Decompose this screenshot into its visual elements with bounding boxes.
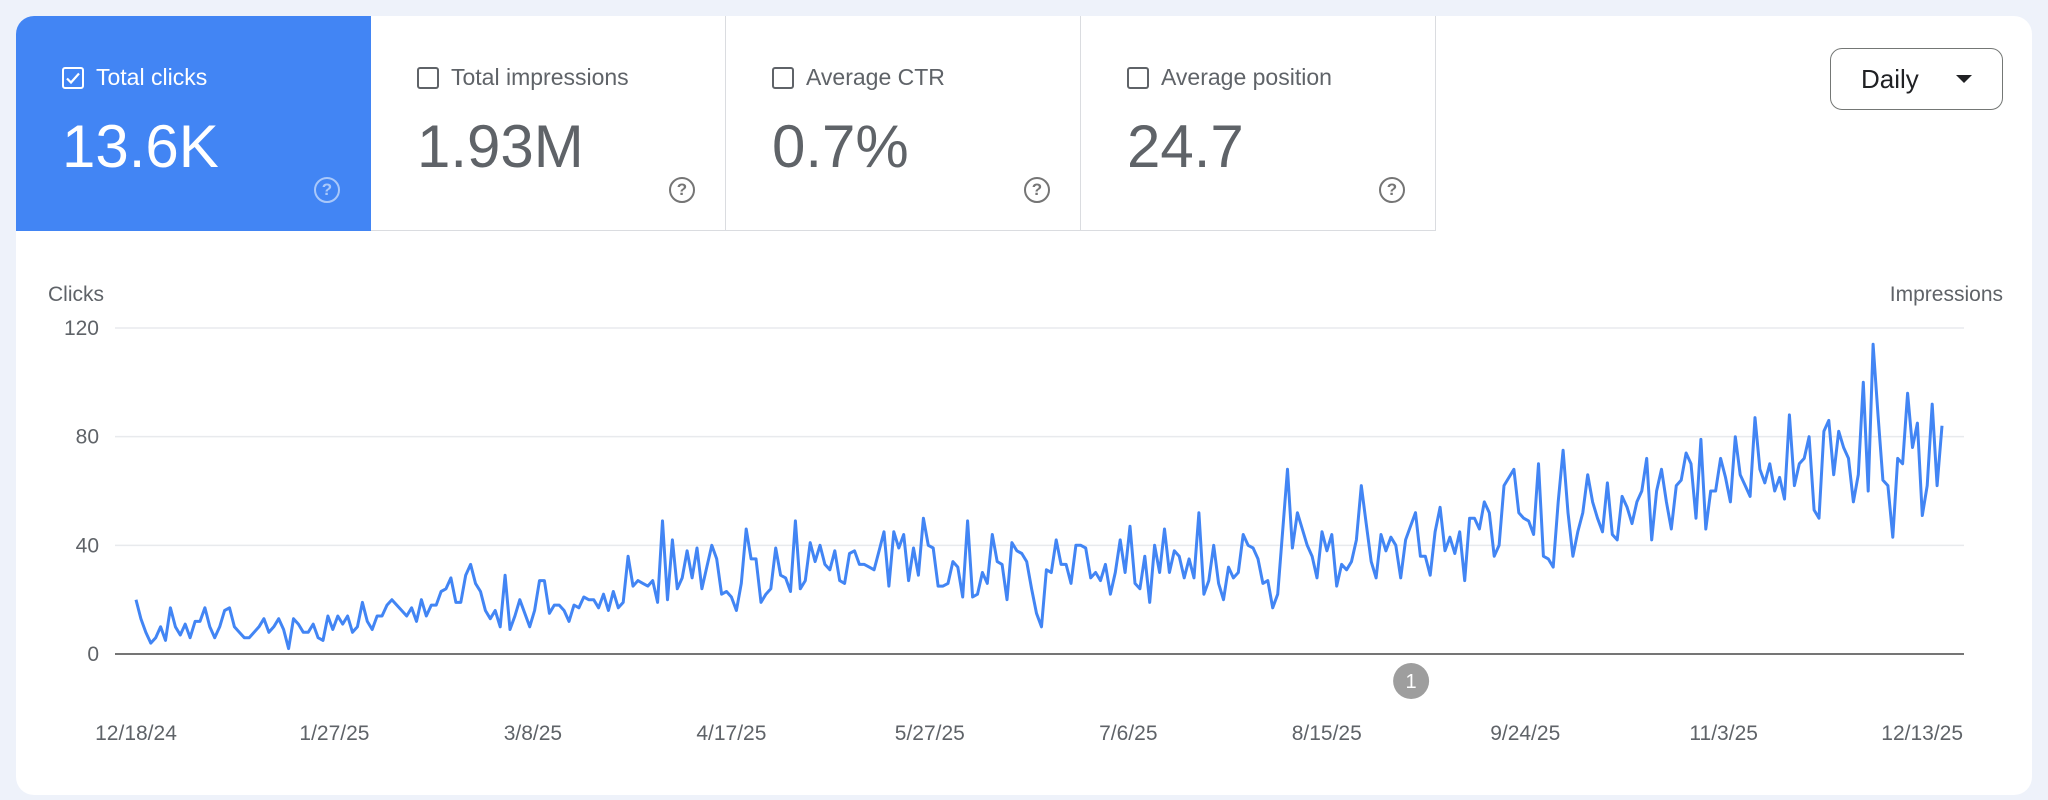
- x-tick-label: 4/17/25: [696, 722, 766, 745]
- y-tick-label: 120: [64, 317, 99, 340]
- metric-tile-total-clicks[interactable]: Total clicks 13.6K ?: [16, 16, 371, 231]
- y-axis-label-right: Impressions: [1890, 283, 2003, 306]
- metric-value: 24.7: [1127, 113, 1244, 180]
- metric-label-text: Total impressions: [451, 64, 629, 90]
- x-tick-label: 7/6/25: [1099, 722, 1157, 745]
- clicks-series-line: [134, 342, 1944, 651]
- y-tick-label: 0: [87, 643, 99, 666]
- help-icon[interactable]: ?: [314, 177, 340, 203]
- y-tick-label: 80: [76, 426, 99, 449]
- help-icon[interactable]: ?: [1024, 177, 1050, 203]
- metric-label-text: Average CTR: [806, 64, 945, 90]
- help-icon[interactable]: ?: [1379, 177, 1405, 203]
- metric-value: 13.6K: [62, 113, 219, 180]
- metric-tile-total-impressions[interactable]: Total impressions 1.93M ?: [371, 16, 726, 231]
- checkbox-icon[interactable]: [772, 66, 794, 89]
- metric-value: 1.93M: [417, 113, 584, 180]
- x-tick-label: 11/3/25: [1689, 722, 1758, 745]
- checkbox-icon[interactable]: [1127, 66, 1149, 89]
- x-tick-label: 12/18/24: [95, 722, 177, 745]
- x-tick-label: 12/13/25: [1881, 722, 1963, 745]
- granularity-dropdown[interactable]: Daily: [1830, 48, 2003, 110]
- metric-tile-average-ctr[interactable]: Average CTR 0.7% ?: [726, 16, 1081, 231]
- checkbox-icon[interactable]: [417, 66, 439, 89]
- annotation-label: 1: [1406, 671, 1417, 693]
- y-axis-label-left: Clicks: [48, 283, 104, 306]
- metric-value: 0.7%: [772, 113, 909, 180]
- x-tick-label: 3/8/25: [504, 722, 562, 745]
- x-tick-label: 1/27/25: [299, 722, 369, 745]
- performance-panel: Total clicks 13.6K ? Total impressions 1…: [16, 16, 2032, 795]
- help-icon[interactable]: ?: [669, 177, 695, 203]
- x-tick-label: 9/24/25: [1490, 722, 1560, 745]
- x-tick-label: 5/27/25: [895, 722, 965, 745]
- metric-label: Total clicks: [62, 64, 207, 91]
- y-tick-label: 40: [76, 534, 99, 557]
- metric-label: Average CTR: [772, 64, 945, 91]
- metric-label-text: Average position: [1161, 64, 1332, 90]
- metric-label: Average position: [1127, 64, 1332, 91]
- granularity-selected: Daily: [1861, 63, 1919, 94]
- caret-down-icon: [1956, 75, 1972, 83]
- metric-label-text: Total clicks: [96, 64, 208, 90]
- checkbox-checked-icon[interactable]: [62, 66, 84, 89]
- x-tick-label: 8/15/25: [1292, 722, 1362, 745]
- annotation-marker[interactable]: [1393, 663, 1430, 699]
- metric-label: Total impressions: [417, 64, 629, 91]
- metric-tile-average-position[interactable]: Average position 24.7 ?: [1081, 16, 1436, 231]
